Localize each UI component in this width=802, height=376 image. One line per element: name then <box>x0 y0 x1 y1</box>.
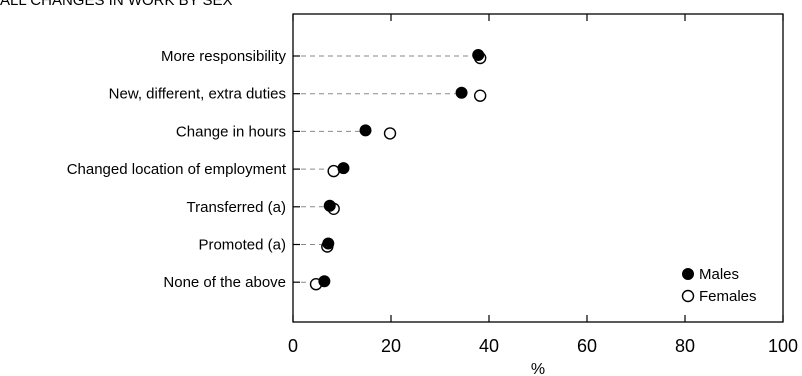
point-males <box>472 49 485 61</box>
legend-label-females: Females <box>699 288 757 305</box>
category-label: Transferred (a) <box>187 199 286 216</box>
point-males <box>359 124 372 137</box>
point-females <box>383 127 397 140</box>
category-label: New, different, extra duties <box>109 86 286 103</box>
category-label: Change in hours <box>176 123 286 140</box>
legend-marker-males <box>682 268 694 280</box>
category-label: Changed location of employment <box>67 161 287 178</box>
point-males <box>323 199 336 212</box>
plot-frame <box>292 13 784 323</box>
x-tick-label: 0 <box>288 336 298 356</box>
category-label: None of the above <box>163 274 286 291</box>
point-males <box>322 237 335 250</box>
x-axis-label: % <box>531 361 545 376</box>
legend-label-males: Males <box>699 266 739 283</box>
point-males <box>318 275 331 288</box>
point-females <box>473 89 487 102</box>
chart-title: ALL CHANGES IN WORK BY SEX <box>0 0 233 9</box>
x-tick-label: 80 <box>675 336 695 356</box>
x-tick-label: 40 <box>479 336 499 356</box>
point-males <box>337 162 350 175</box>
legend-marker-females <box>681 289 695 303</box>
x-tick-label: 20 <box>381 336 401 356</box>
point-males <box>455 86 468 99</box>
category-label: More responsibility <box>161 48 287 65</box>
point-females <box>327 164 340 178</box>
x-tick-label: 100 <box>768 336 798 356</box>
category-label: Promoted (a) <box>198 237 286 254</box>
x-tick-label: 60 <box>577 336 597 356</box>
